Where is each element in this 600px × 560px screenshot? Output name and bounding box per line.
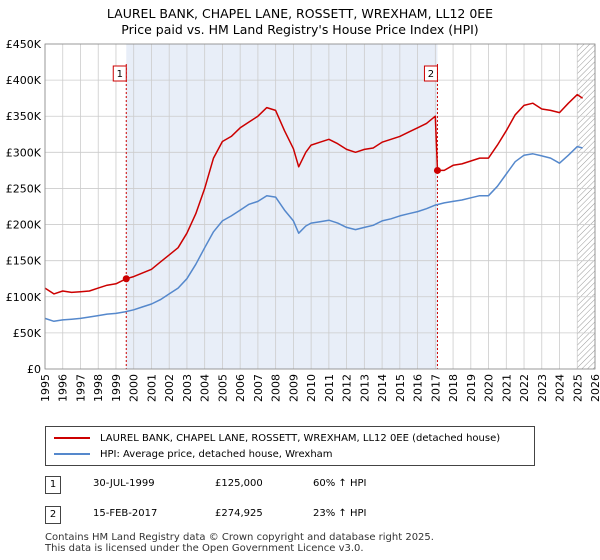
legend-label-blue: HPI: Average price, detached house, Wrex… [100,448,333,460]
forecast-hatch [577,44,595,369]
x-tick-label: 2002 [163,374,176,402]
y-tick-label: £250K [6,182,42,195]
transaction-badge: 2 [45,506,61,524]
x-tick-label: 1995 [39,374,52,402]
x-tick-label: 2024 [554,374,567,402]
x-tick-label: 1997 [74,374,87,402]
transaction-price: £274,925 [215,508,263,519]
sale-point-1 [122,275,130,283]
x-tick-label: 2013 [358,374,371,402]
y-tick-label: £400K [6,74,42,87]
x-tick-label: 2000 [128,374,141,402]
x-tick-label: 2010 [305,374,318,402]
x-tick-label: 2005 [216,374,229,402]
marker-box-2 [423,65,438,82]
x-tick-label: 2019 [465,374,478,402]
chart-title-line2: Price paid vs. HM Land Registry's House … [121,22,479,37]
x-tick-label: 2008 [270,374,283,402]
x-tick-label: 1999 [110,374,123,402]
transaction-date: 15-FEB-2017 [93,508,158,519]
x-tick-label: 2006 [234,374,247,402]
x-tick-label: 2025 [571,374,584,402]
chart-title-line1: LAUREL BANK, CHAPEL LANE, ROSSETT, WREXH… [106,6,494,21]
marker-label-1: 1 [117,69,123,80]
y-tick-label: £50K [13,327,42,340]
transaction-date: 30-JUL-1999 [93,478,155,489]
footer-copyright: Contains HM Land Registry data © Crown c… [45,532,434,543]
transaction-badge: 1 [45,476,61,494]
x-tick-label: 2023 [536,374,549,402]
x-tick-label: 2014 [376,374,389,402]
y-tick-label: £350K [6,110,42,123]
legend-label-red: LAUREL BANK, CHAPEL LANE, ROSSETT, WREXH… [100,432,501,444]
transaction-hpi: 60% ↑ HPI [313,478,367,489]
x-tick-label: 2021 [500,374,513,402]
y-tick-label: £450K [6,38,42,51]
series-line-price-paid [44,93,584,295]
price-chart: 1 2 £0 £50K £100K £150K £200K £250K £300K £350K £… [6,38,600,402]
x-tick-label: 2026 [589,374,600,402]
legend-item-blue: HPI: Average price, detached house, Wrex… [54,447,333,461]
legend-line-red-icon [54,437,90,439]
x-tick-label: 2012 [341,374,354,402]
sale-point-2 [433,166,441,174]
x-tick-label: 2007 [252,374,265,402]
footer-licence: This data is licensed under the Open Gov… [45,543,364,554]
legend-item-red: LAUREL BANK, CHAPEL LANE, ROSSETT, WREXH… [54,431,500,445]
x-tick-label: 2004 [199,374,212,402]
x-tick-label: 2015 [394,374,407,402]
legend: LAUREL BANK, CHAPEL LANE, ROSSETT, WREXH… [45,426,535,466]
transaction-hpi: 23% ↑ HPI [313,508,367,519]
y-tick-label: £150K [6,255,42,268]
x-tick-label: 2018 [447,374,460,402]
x-tick-label: 2016 [412,374,425,402]
x-tick-label: 2009 [287,374,300,402]
x-tick-label: 2020 [483,374,496,402]
y-tick-label: £300K [6,146,42,159]
marker-label-2: 2 [428,69,434,80]
x-tick-label: 1996 [57,374,70,402]
x-tick-label: 1998 [92,374,105,402]
transaction-price: £125,000 [215,478,263,489]
x-tick-label: 2022 [518,374,531,402]
y-tick-label: £100K [6,291,42,304]
x-tick-label: 2017 [429,374,442,402]
marker-box-1 [112,65,127,82]
legend-line-blue-icon [54,453,90,455]
plot-border [44,43,596,370]
y-tick-label: £200K [6,219,42,232]
y-tick-label: £0 [27,363,41,376]
series-line-hpi [44,145,583,323]
x-tick-label: 2011 [323,374,336,402]
x-tick-label: 2001 [145,374,158,402]
x-tick-label: 2003 [181,374,194,402]
